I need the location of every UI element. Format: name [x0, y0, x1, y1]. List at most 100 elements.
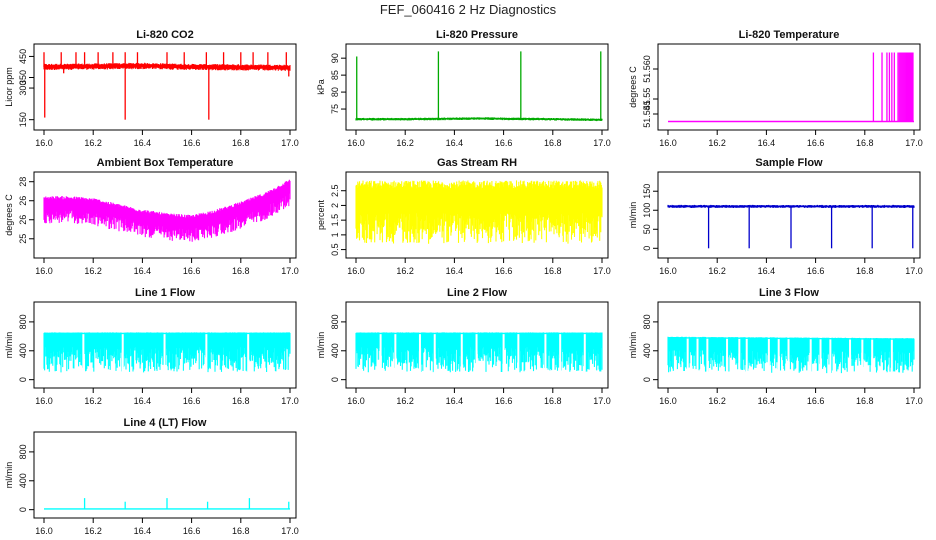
x-axis: 16.0 16.2 16.4 16.6 16.8 17.0 [35, 518, 299, 536]
series-baseline [356, 117, 603, 121]
plot-frame [345, 171, 609, 259]
plot-frame [33, 171, 297, 259]
x-tick-label: 16.6 [495, 138, 513, 148]
y-tick-label: 26 [18, 196, 28, 206]
series-pressure [355, 51, 603, 122]
chart-panel-line4: Line 4 (LT) Flow 16.0 16.2 16.4 16.6 16.8 17.0… [4, 417, 299, 536]
y-axis-label: degrees C [4, 194, 14, 236]
chart-title: Gas Stream RH [437, 157, 517, 169]
x-tick-label: 16.6 [183, 138, 201, 148]
y-tick-label: 300 [18, 81, 28, 96]
y-axis: 25 26 26 28 degrees C [4, 177, 34, 244]
y-tick-label: 0 [642, 246, 652, 251]
y-axis-label: degrees C [628, 66, 638, 108]
x-tick-label: 16.0 [659, 266, 677, 276]
series-baseline [43, 65, 291, 69]
y-tick-label: 150 [642, 184, 652, 199]
plot-frame [657, 43, 921, 131]
y-tick-label: 400 [330, 343, 340, 358]
x-tick-label: 16.6 [807, 138, 825, 148]
x-axis: 16.0 16.2 16.4 16.6 16.8 17.0 [659, 130, 923, 148]
y-tick-label: 1 [330, 232, 340, 237]
y-axis-label: percent [316, 199, 326, 230]
x-tick-label: 16.6 [495, 266, 513, 276]
x-axis: 16.0 16.2 16.4 16.6 16.8 17.0 [35, 130, 299, 148]
x-tick-label: 17.0 [281, 526, 299, 536]
plot-frame [33, 301, 297, 389]
chart-title: Sample Flow [755, 157, 823, 169]
y-axis: 0 400 800 ml/min [628, 314, 658, 382]
x-tick-label: 16.4 [446, 396, 464, 406]
x-tick-label: 16.4 [758, 396, 776, 406]
chart-panel-line3: Line 3 Flow 16.0 16.2 16.4 16.6 16.8 17.0 0 400 8… [628, 287, 923, 406]
x-tick-label: 16.0 [35, 138, 53, 148]
x-tick-label: 16.8 [856, 138, 874, 148]
x-tick-label: 16.4 [758, 266, 776, 276]
y-tick-label: 350 [18, 70, 28, 85]
x-tick-label: 17.0 [281, 266, 299, 276]
chart-panel-temperature: Li-820 Temperature 16.0 16.2 16.4 16.6 16.8 17… [628, 29, 923, 148]
x-axis: 16.0 16.2 16.4 16.6 16.8 17.0 [35, 258, 299, 276]
y-axis: 0.5 1 1.5 2 2.5 percent [316, 184, 346, 256]
y-axis: 75 80 85 90 kPa [316, 53, 346, 114]
chart-panel-rh: Gas Stream RH 16.0 16.2 16.4 16.6 16.8 17.0 0.5… [316, 157, 611, 276]
chart-panel-line1: Line 1 Flow 16.0 16.2 16.4 16.6 16.8 17.0 0 400 8… [4, 287, 299, 406]
x-tick-label: 16.6 [183, 266, 201, 276]
chart-title: Line 4 (LT) Flow [124, 417, 207, 429]
series-rh [355, 180, 603, 244]
chart-title: Line 3 Flow [759, 287, 819, 299]
x-tick-label: 16.2 [396, 396, 414, 406]
y-tick-label: 0 [642, 377, 652, 382]
x-tick-label: 16.2 [84, 138, 102, 148]
x-tick-label: 16.2 [84, 266, 102, 276]
y-tick-label: 2 [330, 203, 340, 208]
x-tick-label: 16.6 [183, 396, 201, 406]
y-axis-label: ml/min [4, 332, 14, 359]
y-tick-label: 51.55 [642, 88, 652, 111]
x-tick-label: 16.8 [544, 396, 562, 406]
y-tick-label: 2.5 [330, 184, 340, 197]
x-tick-label: 16.2 [708, 396, 726, 406]
x-tick-label: 16.6 [495, 396, 513, 406]
x-tick-label: 17.0 [281, 396, 299, 406]
y-axis-label: kPa [316, 79, 326, 95]
x-tick-label: 17.0 [281, 138, 299, 148]
y-tick-label: 1.5 [330, 214, 340, 227]
y-tick-label: 800 [330, 314, 340, 329]
x-tick-label: 16.0 [659, 138, 677, 148]
x-tick-label: 16.8 [856, 266, 874, 276]
y-tick-label: 0.5 [330, 243, 340, 256]
series-band [43, 179, 291, 242]
y-tick-label: 90 [330, 53, 340, 63]
page-title: FEF_060416 2 Hz Diagnostics [379, 2, 557, 17]
y-tick-label: 50 [642, 224, 652, 234]
x-tick-label: 16.0 [35, 396, 53, 406]
x-tick-label: 16.0 [347, 266, 365, 276]
series-baseline [44, 184, 291, 223]
series-line3 [667, 334, 915, 376]
x-tick-label: 17.0 [593, 138, 611, 148]
x-tick-label: 16.4 [446, 138, 464, 148]
y-axis-label: Licor ppm [4, 67, 14, 107]
plot-frame [345, 301, 609, 389]
x-tick-label: 16.6 [807, 396, 825, 406]
x-tick-label: 17.0 [593, 396, 611, 406]
x-tick-label: 16.2 [708, 138, 726, 148]
y-tick-label: 400 [642, 343, 652, 358]
y-tick-label: 85 [330, 70, 340, 80]
y-axis-label: ml/min [628, 202, 638, 229]
x-tick-label: 17.0 [905, 396, 923, 406]
y-tick-label: 75 [330, 104, 340, 114]
y-tick-label: 800 [18, 444, 28, 459]
plot-frame [33, 431, 297, 519]
x-tick-label: 16.0 [659, 396, 677, 406]
x-tick-label: 16.6 [183, 526, 201, 536]
x-tick-label: 16.4 [446, 266, 464, 276]
chart-title: Line 1 Flow [135, 287, 195, 299]
series-line4 [44, 498, 290, 510]
y-tick-label: 26 [18, 215, 28, 225]
series-line1 [43, 330, 291, 376]
